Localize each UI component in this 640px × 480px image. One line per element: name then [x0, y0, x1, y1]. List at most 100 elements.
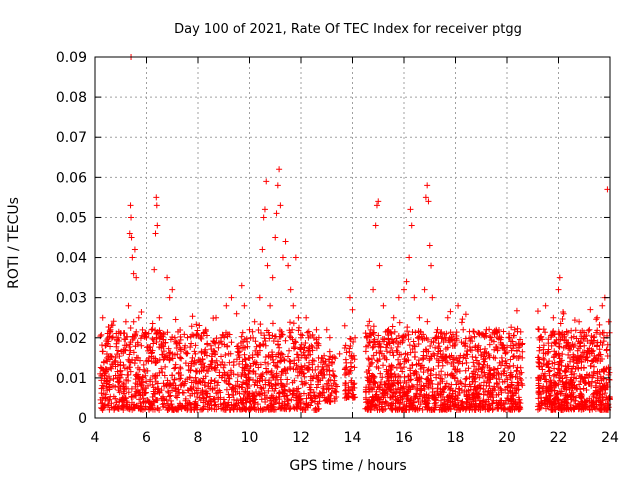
data-point — [583, 402, 590, 409]
data-point — [219, 341, 226, 348]
data-point — [197, 379, 204, 386]
data-point — [347, 359, 354, 366]
data-point — [578, 364, 585, 371]
data-point — [391, 328, 398, 335]
data-point — [499, 358, 506, 365]
data-point — [378, 379, 385, 386]
data-point — [536, 344, 543, 351]
data-point — [173, 344, 180, 351]
data-point — [257, 321, 264, 328]
data-point — [435, 340, 442, 347]
data-point — [451, 403, 458, 410]
data-point — [559, 315, 566, 322]
data-point — [242, 356, 249, 363]
data-point — [192, 350, 199, 357]
data-point — [366, 339, 373, 346]
data-point — [537, 334, 544, 341]
data-point — [538, 399, 545, 406]
data-point — [435, 363, 442, 370]
data-point — [417, 365, 424, 372]
x-tick-label: 16 — [395, 430, 413, 446]
data-point — [450, 354, 457, 361]
data-point — [115, 347, 122, 354]
data-point — [242, 396, 249, 403]
data-point — [298, 352, 305, 359]
data-point — [117, 367, 124, 374]
data-point — [459, 316, 466, 323]
data-point — [295, 324, 302, 331]
data-point — [233, 400, 240, 407]
data-point — [309, 375, 316, 382]
data-point — [332, 355, 339, 362]
data-point — [252, 370, 259, 377]
data-point — [249, 351, 256, 358]
data-point — [513, 347, 520, 354]
data-point — [166, 354, 173, 361]
data-point — [475, 395, 482, 402]
data-point — [113, 399, 120, 406]
data-point — [347, 342, 354, 349]
data-point — [154, 385, 161, 392]
data-point — [383, 356, 390, 363]
data-point — [245, 382, 252, 389]
data-point — [158, 342, 165, 349]
data-point — [185, 387, 192, 394]
data-point — [343, 349, 350, 356]
data-point — [192, 379, 199, 386]
data-point — [323, 386, 330, 393]
data-point — [146, 404, 153, 411]
data-point — [390, 352, 397, 359]
data-point — [292, 254, 299, 261]
data-point — [233, 310, 240, 317]
data-point — [538, 363, 545, 370]
data-point — [441, 396, 448, 403]
data-point — [341, 322, 348, 329]
data-point — [100, 404, 107, 411]
data-point — [460, 326, 467, 333]
data-point — [547, 392, 554, 399]
data-point — [342, 356, 349, 363]
data-point — [393, 364, 400, 371]
data-point — [102, 342, 109, 349]
x-tick-label: 8 — [194, 430, 203, 446]
data-point — [500, 342, 507, 349]
data-point — [114, 351, 121, 358]
data-point — [153, 202, 160, 209]
data-point — [276, 400, 283, 407]
data-point — [176, 340, 183, 347]
data-point — [569, 341, 576, 348]
data-point — [119, 402, 126, 409]
data-point — [554, 390, 561, 397]
data-point — [275, 390, 282, 397]
data-point — [365, 367, 372, 374]
data-point — [236, 354, 243, 361]
data-point — [590, 403, 597, 410]
data-point — [327, 398, 334, 405]
data-point — [171, 351, 178, 358]
data-point — [462, 367, 469, 374]
data-point — [389, 323, 396, 330]
data-point — [374, 357, 381, 364]
data-point — [272, 362, 279, 369]
data-point — [258, 396, 265, 403]
data-point — [120, 383, 127, 390]
data-point — [391, 390, 398, 397]
data-point — [535, 326, 542, 333]
data-point — [467, 337, 474, 344]
data-point — [435, 381, 442, 388]
data-point — [324, 382, 331, 389]
y-tick-label: 0.02 — [56, 331, 87, 347]
data-point — [177, 382, 184, 389]
data-point — [237, 396, 244, 403]
data-point — [548, 332, 555, 339]
data-point — [228, 386, 235, 393]
data-point — [257, 361, 264, 368]
data-point — [160, 348, 167, 355]
data-point — [416, 378, 423, 385]
data-point — [171, 406, 178, 413]
data-point — [208, 353, 215, 360]
data-point — [564, 329, 571, 336]
data-point — [405, 377, 412, 384]
data-point — [395, 294, 402, 301]
data-point — [436, 343, 443, 350]
